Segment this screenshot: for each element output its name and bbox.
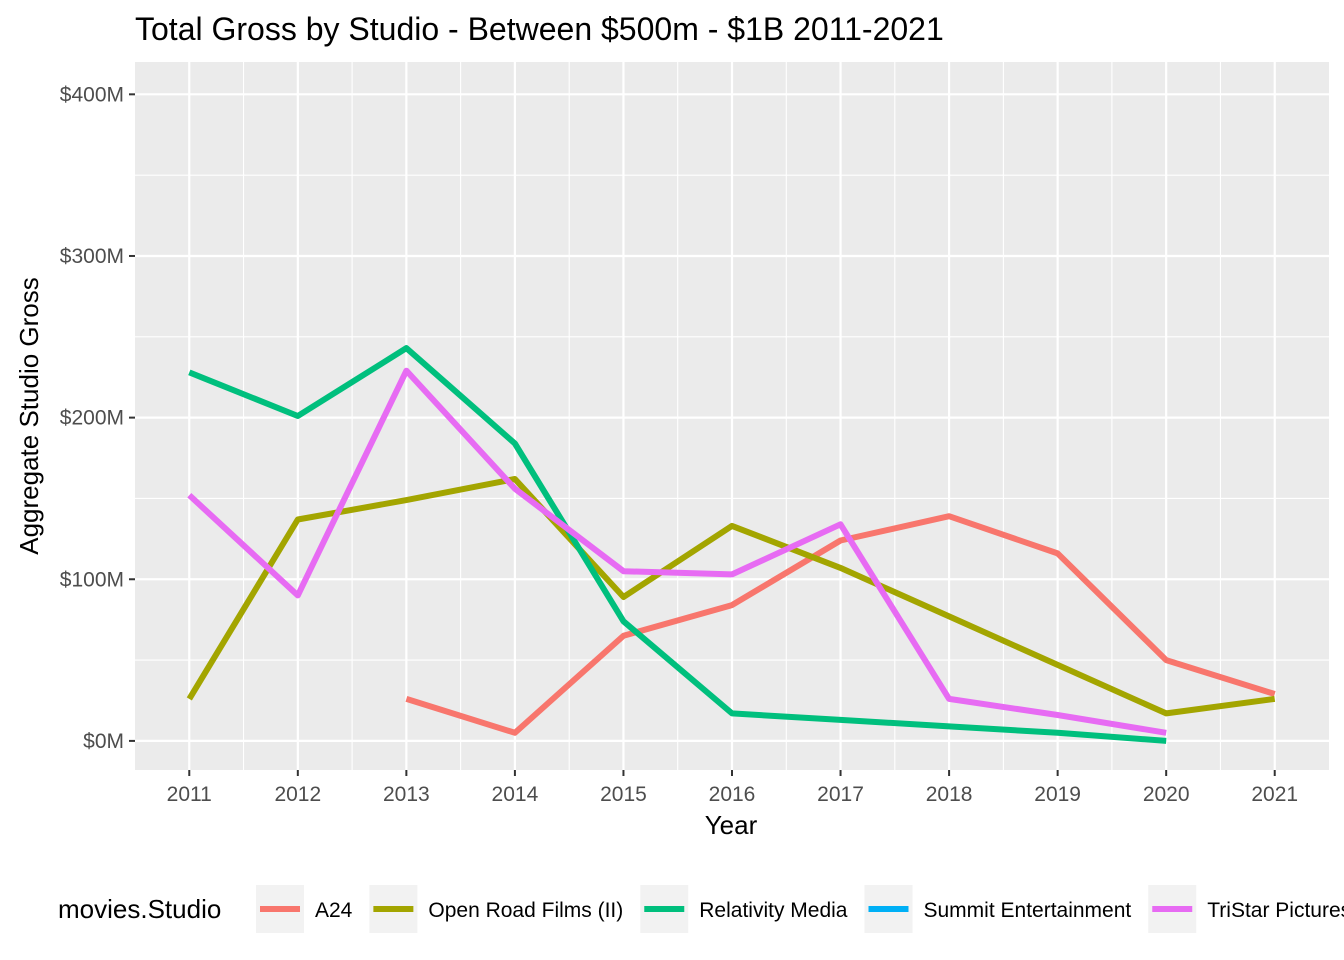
x-tick-label: 2015: [600, 783, 647, 806]
x-tick-label: 2018: [926, 783, 973, 806]
y-tick-label: $200M: [60, 407, 124, 430]
legend-label-a24: A24: [315, 899, 353, 922]
x-tick-label: 2019: [1034, 783, 1081, 806]
x-tick-label: 2021: [1251, 783, 1298, 806]
major-gridlines: [135, 62, 1329, 770]
x-tick-label: 2016: [709, 783, 756, 806]
series-line-open-road-films-ii: [186, 476, 1276, 717]
x-tick-label: 2014: [492, 783, 539, 806]
legend-item-relativity-media: Relativity Media: [640, 885, 848, 933]
legend-items: A24 Open Road Films (II) Relativity Media S…: [256, 885, 1344, 933]
y-tick-label: $0M: [83, 730, 124, 753]
series-lines: [186, 345, 1276, 744]
legend-item-tristar-pictures: TriStar Pictures: [1148, 885, 1344, 933]
legend-label-open-road-films-ii: Open Road Films (II): [428, 899, 623, 922]
legend: movies.Studio A24 Open Road Films (II) Rel…: [58, 885, 1344, 933]
y-tick-label: $300M: [60, 245, 124, 268]
chart-title: Total Gross by Studio - Between $500m - …: [135, 11, 944, 47]
legend-item-summit-entertainment: Summit Entertainment: [864, 885, 1132, 933]
x-tick-label: 2017: [817, 783, 864, 806]
y-tick-label: $100M: [60, 568, 124, 591]
legend-label-relativity-media: Relativity Media: [699, 899, 848, 922]
legend-label-summit-entertainment: Summit Entertainment: [924, 899, 1132, 922]
legend-item-a24: A24: [256, 885, 353, 933]
x-axis-title: Year: [705, 810, 758, 840]
x-tick-label: 2013: [383, 783, 430, 806]
x-axis: 2011 2012 2013 2014 2015 2016 2017 2018 2019 2020…: [167, 770, 1298, 806]
x-tick-label: 2011: [167, 783, 212, 806]
series-line-a24: [405, 513, 1276, 736]
series-line-relativity-media: [188, 345, 1167, 744]
y-axis-title: Aggregate Studio Gross: [14, 277, 44, 555]
y-axis: $0M $100M $200M $300M $400M: [60, 83, 135, 753]
legend-item-open-road-films-ii: Open Road Films (II): [369, 885, 623, 933]
legend-title: movies.Studio: [58, 894, 221, 924]
y-tick-label: $400M: [60, 83, 124, 106]
x-tick-label: 2012: [274, 783, 321, 806]
x-tick-label: 2020: [1143, 783, 1190, 806]
legend-label-tristar-pictures: TriStar Pictures: [1207, 899, 1344, 922]
series-line-tristar-pictures: [187, 367, 1167, 736]
